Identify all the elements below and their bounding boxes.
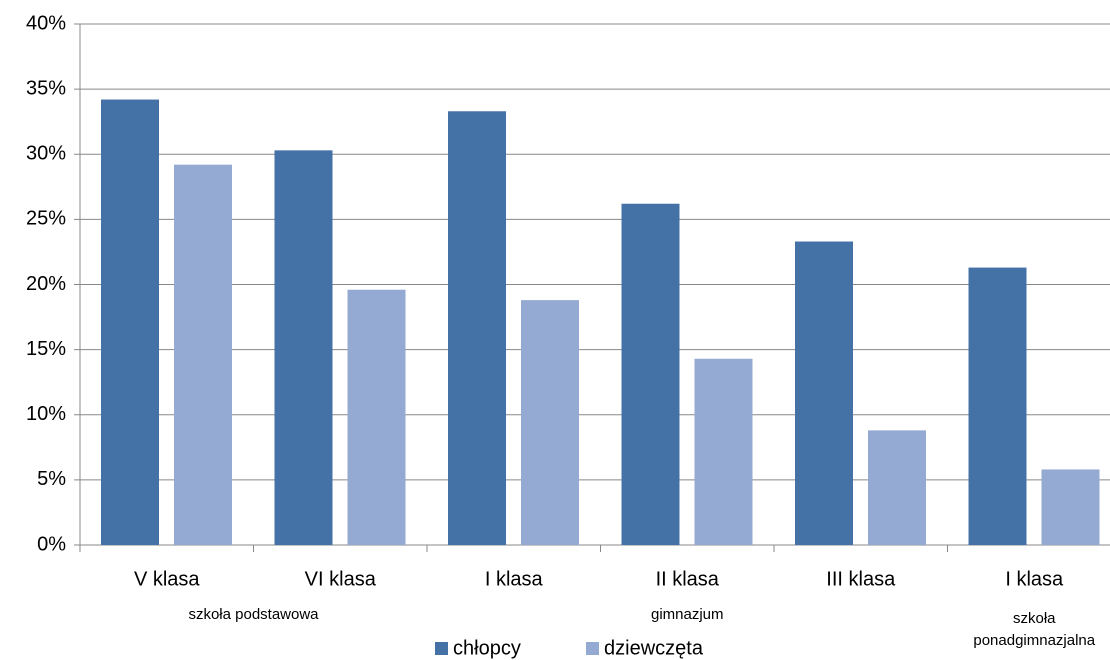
legend-label: dziewczęta	[604, 637, 704, 659]
group-label: szkoła ponadgimnazjalna	[973, 610, 1096, 649]
x-tick-label: II klasa	[656, 568, 720, 590]
bar	[347, 289, 406, 545]
bar	[694, 358, 753, 545]
bar	[521, 300, 579, 545]
legend-swatch	[586, 642, 599, 655]
y-tick-label: 10%	[26, 403, 66, 425]
y-tick-label: 40%	[26, 12, 66, 34]
bar	[1041, 469, 1100, 545]
y-tick-label: 5%	[37, 468, 66, 490]
bar	[795, 241, 853, 545]
group-label: szkoła podstawowa	[188, 606, 319, 623]
bar	[868, 430, 926, 545]
bar	[101, 99, 159, 546]
y-tick-label: 0%	[37, 533, 66, 555]
legend-label: chłopcy	[453, 637, 521, 659]
group-label: gimnazjum	[650, 606, 724, 623]
bar	[174, 164, 232, 546]
bar	[274, 150, 333, 545]
y-tick-label: 20%	[26, 273, 66, 295]
bar	[448, 111, 506, 545]
legend-swatch	[435, 642, 448, 655]
y-tick-label: 25%	[26, 208, 66, 230]
x-tick-label: VI klasa	[305, 568, 377, 590]
x-tick-label: I klasa	[1005, 568, 1064, 590]
bar	[968, 267, 1027, 545]
y-tick-label: 15%	[26, 338, 66, 360]
x-tick-label: V klasa	[134, 568, 200, 590]
x-tick-label: III klasa	[826, 568, 896, 590]
y-tick-label: 35%	[26, 77, 66, 99]
y-tick-label: 30%	[26, 143, 66, 165]
x-tick-label: I klasa	[485, 568, 544, 590]
bar	[621, 203, 680, 545]
